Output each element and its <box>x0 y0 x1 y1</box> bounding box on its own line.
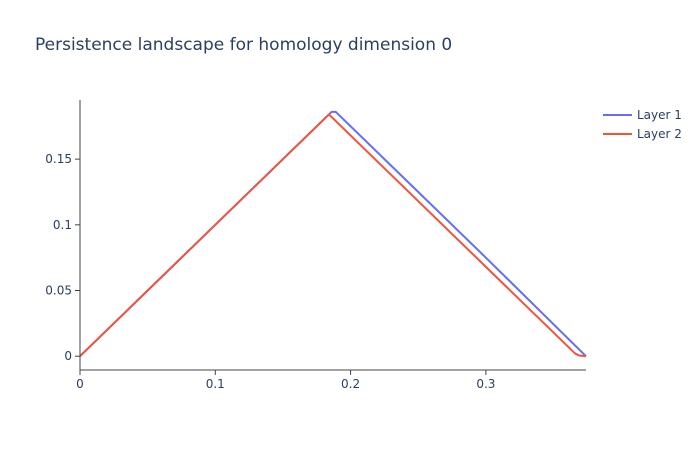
legend-item-2[interactable]: Layer 2 <box>603 127 682 141</box>
x-tick-label: 0 <box>76 377 84 391</box>
y-axis-ticks: 0 0.05 0.1 0.15 <box>45 152 80 363</box>
legend-item-1[interactable]: Layer 1 <box>603 108 682 122</box>
x-tick-label: 0.2 <box>341 377 360 391</box>
x-axis-ticks: 0 0.1 0.2 0.3 <box>76 370 495 391</box>
legend-label: Layer 2 <box>637 127 682 141</box>
x-tick-label: 0.1 <box>206 377 225 391</box>
x-tick-label: 0.3 <box>476 377 495 391</box>
y-tick-label: 0 <box>64 349 72 363</box>
y-tick-label: 0.1 <box>53 218 72 232</box>
y-tick-label: 0.05 <box>45 284 72 298</box>
y-tick-label: 0.15 <box>45 152 72 166</box>
legend-label: Layer 1 <box>637 108 682 122</box>
chart-title: Persistence landscape for homology dimen… <box>35 35 452 55</box>
series-line-2 <box>79 113 587 358</box>
series-line-1 <box>79 110 587 357</box>
axes <box>79 100 586 371</box>
plot-area <box>79 110 587 358</box>
legend[interactable]: Layer 1 Layer 2 <box>603 108 682 141</box>
